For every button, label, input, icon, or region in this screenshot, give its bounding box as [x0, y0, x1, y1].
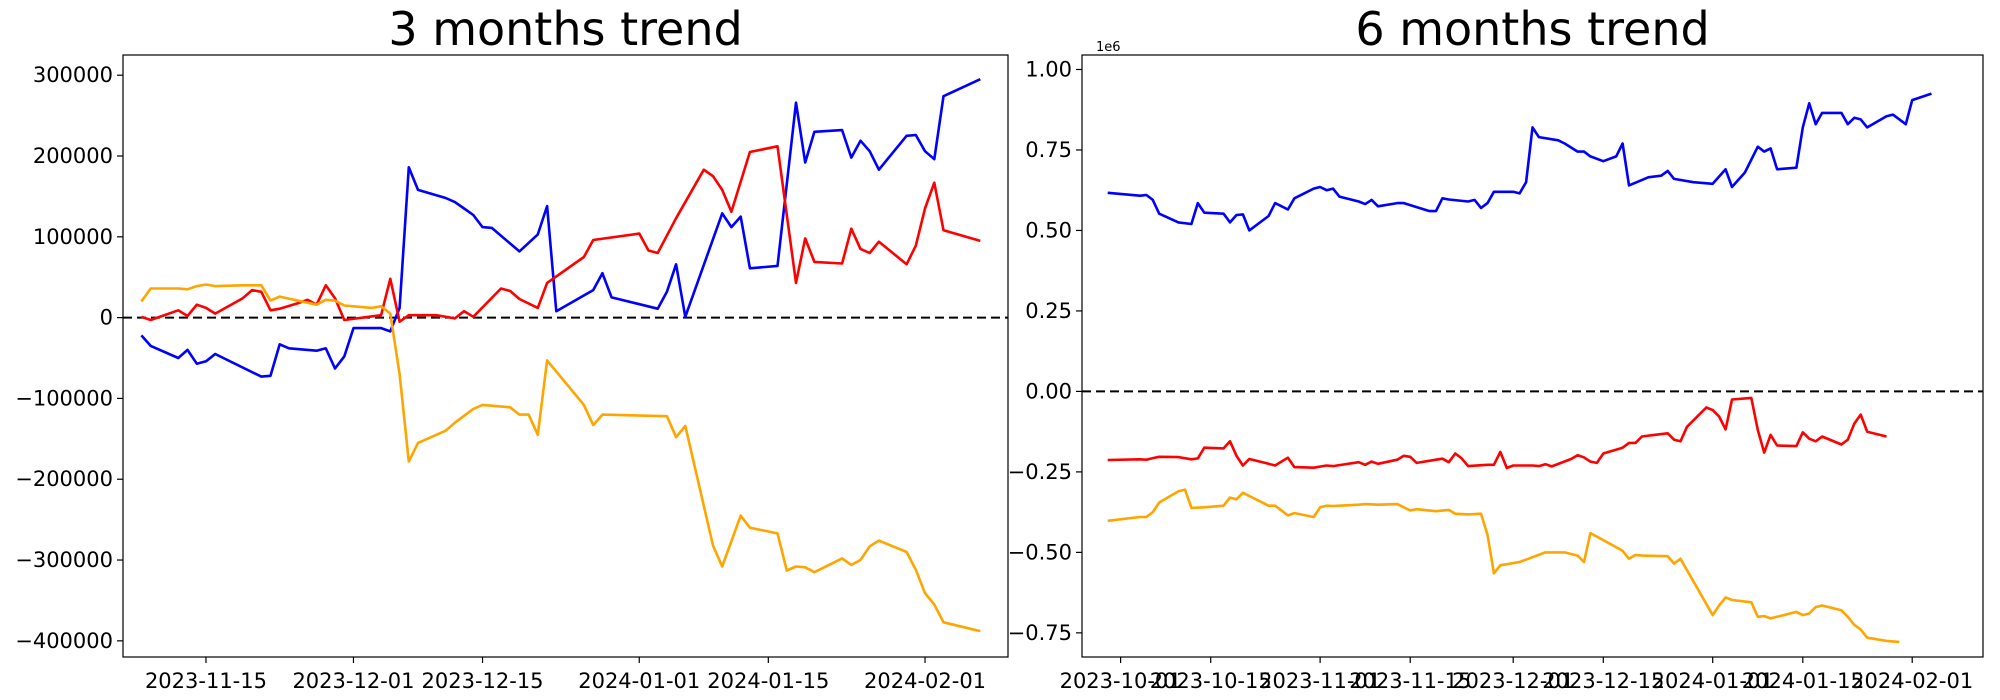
y-tick-label: −400000 — [15, 629, 113, 653]
x-tick-label: 2023-12-01 — [292, 669, 414, 693]
x-tick-label: 2023-11-15 — [1349, 669, 1471, 693]
y-tick-label: 0.25 — [1025, 299, 1072, 323]
chart-6-months: 6 months trend 1.00 0.75 0.50 0.25 0.00 −0.25 −… — [1008, 2, 1984, 693]
x-tick-label: 2024-01-15 — [1742, 669, 1864, 693]
x-tick-label: 2024-01-01 — [578, 669, 700, 693]
series-line-0 — [1107, 92, 1932, 232]
y-tick-label: −0.75 — [1008, 621, 1072, 645]
x-tick-label: 2024-01-01 — [1652, 669, 1774, 693]
series-line-1 — [1107, 396, 1887, 470]
y-tick-label: −0.50 — [1008, 540, 1072, 564]
y-axis-offset-label: 1e6 — [1096, 40, 1121, 55]
chart-3-months: 3 months trend 300000 200000 100000 0 −100000… — [15, 2, 1009, 693]
y-tick-label: 0.50 — [1025, 218, 1072, 242]
x-tick-label: 2023-11-15 — [145, 669, 267, 693]
y-tick-label: 0.75 — [1025, 138, 1072, 162]
y-tick-label: −100000 — [15, 386, 113, 410]
plot-frame — [1081, 54, 1984, 658]
series-line-2 — [1107, 488, 1900, 644]
x-tick-label: 2023-10-01 — [1060, 669, 1182, 693]
series-line-1 — [140, 145, 981, 324]
y-tick-label: 0 — [100, 306, 113, 330]
series-line-0 — [140, 78, 981, 378]
y-tick-label: 0.00 — [1025, 379, 1072, 403]
x-tick-label: 2024-02-01 — [1851, 669, 1973, 693]
y-tick-label: 200000 — [33, 144, 113, 168]
x-tick-label: 2023-12-15 — [422, 669, 544, 693]
x-tick-label: 2023-11-01 — [1259, 669, 1381, 693]
plot-frame — [122, 54, 1009, 658]
chart-title: 6 months trend — [1355, 2, 1709, 56]
x-tick-label: 2024-02-01 — [864, 669, 986, 693]
x-tick-label: 2024-01-15 — [707, 669, 829, 693]
x-tick-label: 2023-12-15 — [1542, 669, 1664, 693]
series-line-2 — [140, 283, 981, 633]
y-tick-label: 100000 — [33, 225, 113, 249]
y-tick-label: 300000 — [33, 63, 113, 87]
y-tick-label: −300000 — [15, 548, 113, 572]
y-tick-label: −0.25 — [1008, 460, 1072, 484]
y-tick-label: 1.00 — [1025, 57, 1072, 81]
x-tick-label: 2023-10-15 — [1150, 669, 1272, 693]
chart-title: 3 months trend — [388, 2, 742, 56]
y-tick-label: −200000 — [15, 467, 113, 491]
x-tick-label: 2023-12-01 — [1452, 669, 1574, 693]
